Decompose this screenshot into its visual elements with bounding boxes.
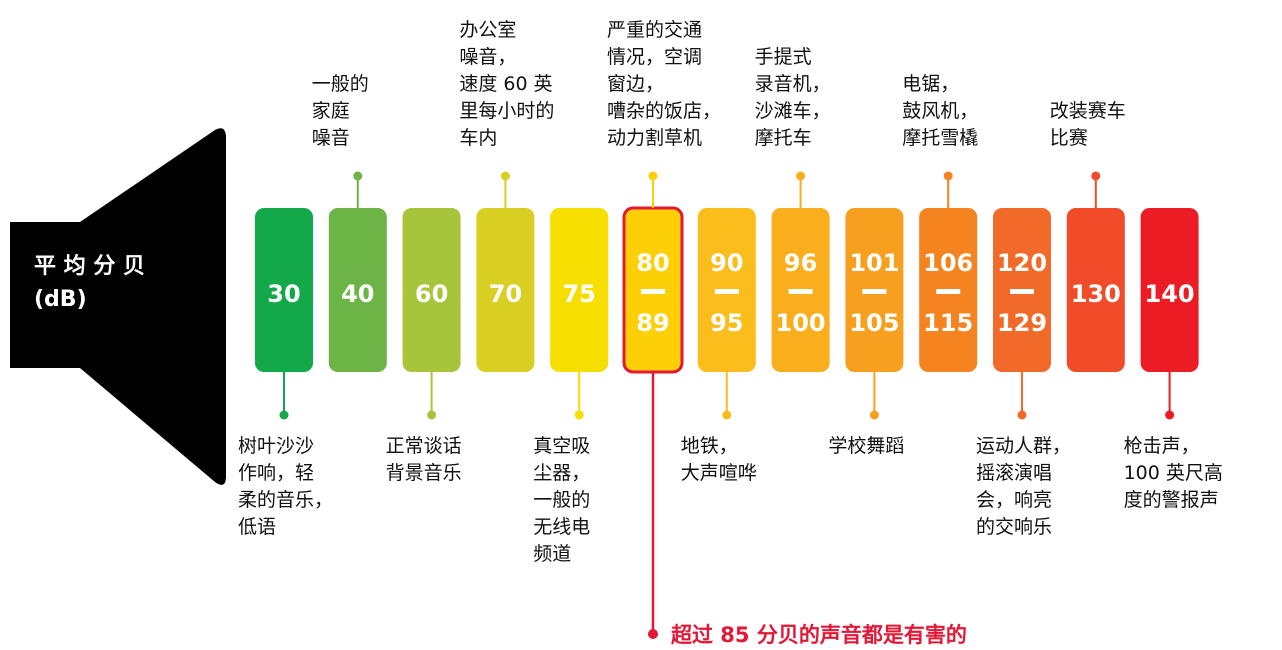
level-description: 摇滚演唱	[976, 462, 1052, 484]
level-description: 柔的音乐，	[238, 489, 333, 511]
connector-dot	[943, 171, 953, 181]
level-description: 比赛	[1050, 127, 1088, 149]
connector-dot	[500, 171, 510, 181]
level-dash	[714, 289, 739, 294]
level-dash	[641, 289, 665, 294]
level-description: 动力割草机	[607, 127, 702, 149]
level-description: 一般的	[533, 489, 590, 511]
connector-dot	[869, 410, 879, 420]
level-dash	[788, 289, 813, 294]
level-high: 129	[997, 309, 1047, 337]
level-description: 枪击声，	[1124, 435, 1200, 457]
level-description: 家庭	[312, 100, 350, 122]
level-dash	[862, 289, 887, 294]
level-description: 噪音，	[459, 46, 516, 68]
level-description: 大声喧哗	[681, 462, 757, 484]
level-box	[402, 208, 461, 372]
level-low: 80	[636, 249, 669, 277]
level-description: 窗边，	[607, 73, 664, 95]
level-value: 140	[1145, 280, 1195, 308]
level-description: 里每小时的	[459, 100, 554, 122]
level-description: 录音机，	[755, 73, 831, 95]
level-description: 学校舞蹈	[828, 435, 904, 457]
level-description: 沙滩车，	[755, 100, 831, 122]
level-box	[255, 208, 313, 372]
level-dash	[1010, 289, 1034, 294]
level-description: 运动人群，	[976, 435, 1071, 457]
level-value: 70	[489, 280, 522, 308]
level-description: 频道	[533, 543, 571, 565]
connector-dot	[353, 171, 363, 181]
level-description: 情况，空调	[607, 46, 702, 68]
level-description: 作响，轻	[238, 462, 314, 484]
speaker	[10, 128, 226, 485]
level-high: 100	[776, 309, 826, 337]
level-description: 电锯，	[902, 73, 959, 95]
level-value: 75	[562, 280, 595, 308]
level-high: 95	[710, 309, 743, 337]
level-description: 树叶沙沙	[238, 435, 314, 457]
level-high: 115	[923, 309, 973, 337]
level-low: 96	[784, 249, 817, 277]
level-low: 106	[923, 249, 973, 277]
level-box	[476, 208, 535, 372]
level-description: 正常谈话	[386, 435, 462, 457]
connector-dot	[648, 171, 658, 181]
level-box	[328, 208, 387, 372]
level-description: 会，响亮	[976, 489, 1052, 511]
level-description: 度的警报声	[1124, 489, 1219, 511]
level-high: 89	[636, 309, 669, 337]
level-description: 摩托雪橇	[902, 127, 978, 149]
level-box	[1066, 208, 1125, 372]
level-description: 低语	[238, 516, 276, 538]
level-description: 背景音乐	[386, 462, 462, 484]
level-description: 真空吸	[533, 435, 590, 457]
level-description: 摩托车	[755, 127, 812, 149]
connector-dot	[427, 410, 437, 420]
connector-dot	[1091, 171, 1101, 181]
level-description: 车内	[459, 127, 497, 149]
level-value: 40	[341, 280, 374, 308]
level-high: 105	[849, 309, 899, 337]
level-description: 鼓风机，	[902, 100, 978, 122]
title-unit: (dB)	[34, 287, 87, 312]
level-value: 60	[415, 280, 448, 308]
level-description: 手提式	[755, 46, 812, 68]
level-description: 嘈杂的饭店，	[607, 100, 721, 122]
connector-dot	[722, 410, 732, 420]
level-description: 噪音	[312, 127, 350, 149]
connector-dot	[1017, 410, 1027, 420]
level-value: 130	[1071, 280, 1121, 308]
note-dot	[648, 629, 658, 639]
level-box	[550, 208, 609, 372]
level-dash	[936, 289, 961, 294]
level-value: 30	[267, 280, 300, 308]
level-description: 严重的交通	[607, 19, 702, 41]
level-description: 无线电	[533, 516, 590, 538]
title: 平 均 分 贝	[34, 253, 145, 279]
connector-dot	[796, 171, 806, 181]
level-low: 120	[997, 249, 1047, 277]
level-description: 改装赛车	[1050, 100, 1126, 122]
level-description: 速度 60 英	[459, 73, 552, 95]
connector-dot	[574, 410, 584, 420]
level-low: 90	[710, 249, 743, 277]
level-description: 一般的	[312, 73, 369, 95]
level-box	[1140, 208, 1199, 372]
level-low: 101	[849, 249, 899, 277]
level-description: 的交响乐	[976, 516, 1052, 538]
note: 超过 85 分贝的声音都是有害的	[671, 623, 967, 647]
connector-dot	[279, 410, 289, 420]
level-description: 地铁，	[681, 435, 738, 457]
level-description: 办公室	[459, 19, 516, 41]
connector-dot	[1165, 410, 1175, 420]
level-description: 100 英尺高	[1124, 462, 1223, 484]
level-description: 尘器，	[533, 462, 590, 484]
